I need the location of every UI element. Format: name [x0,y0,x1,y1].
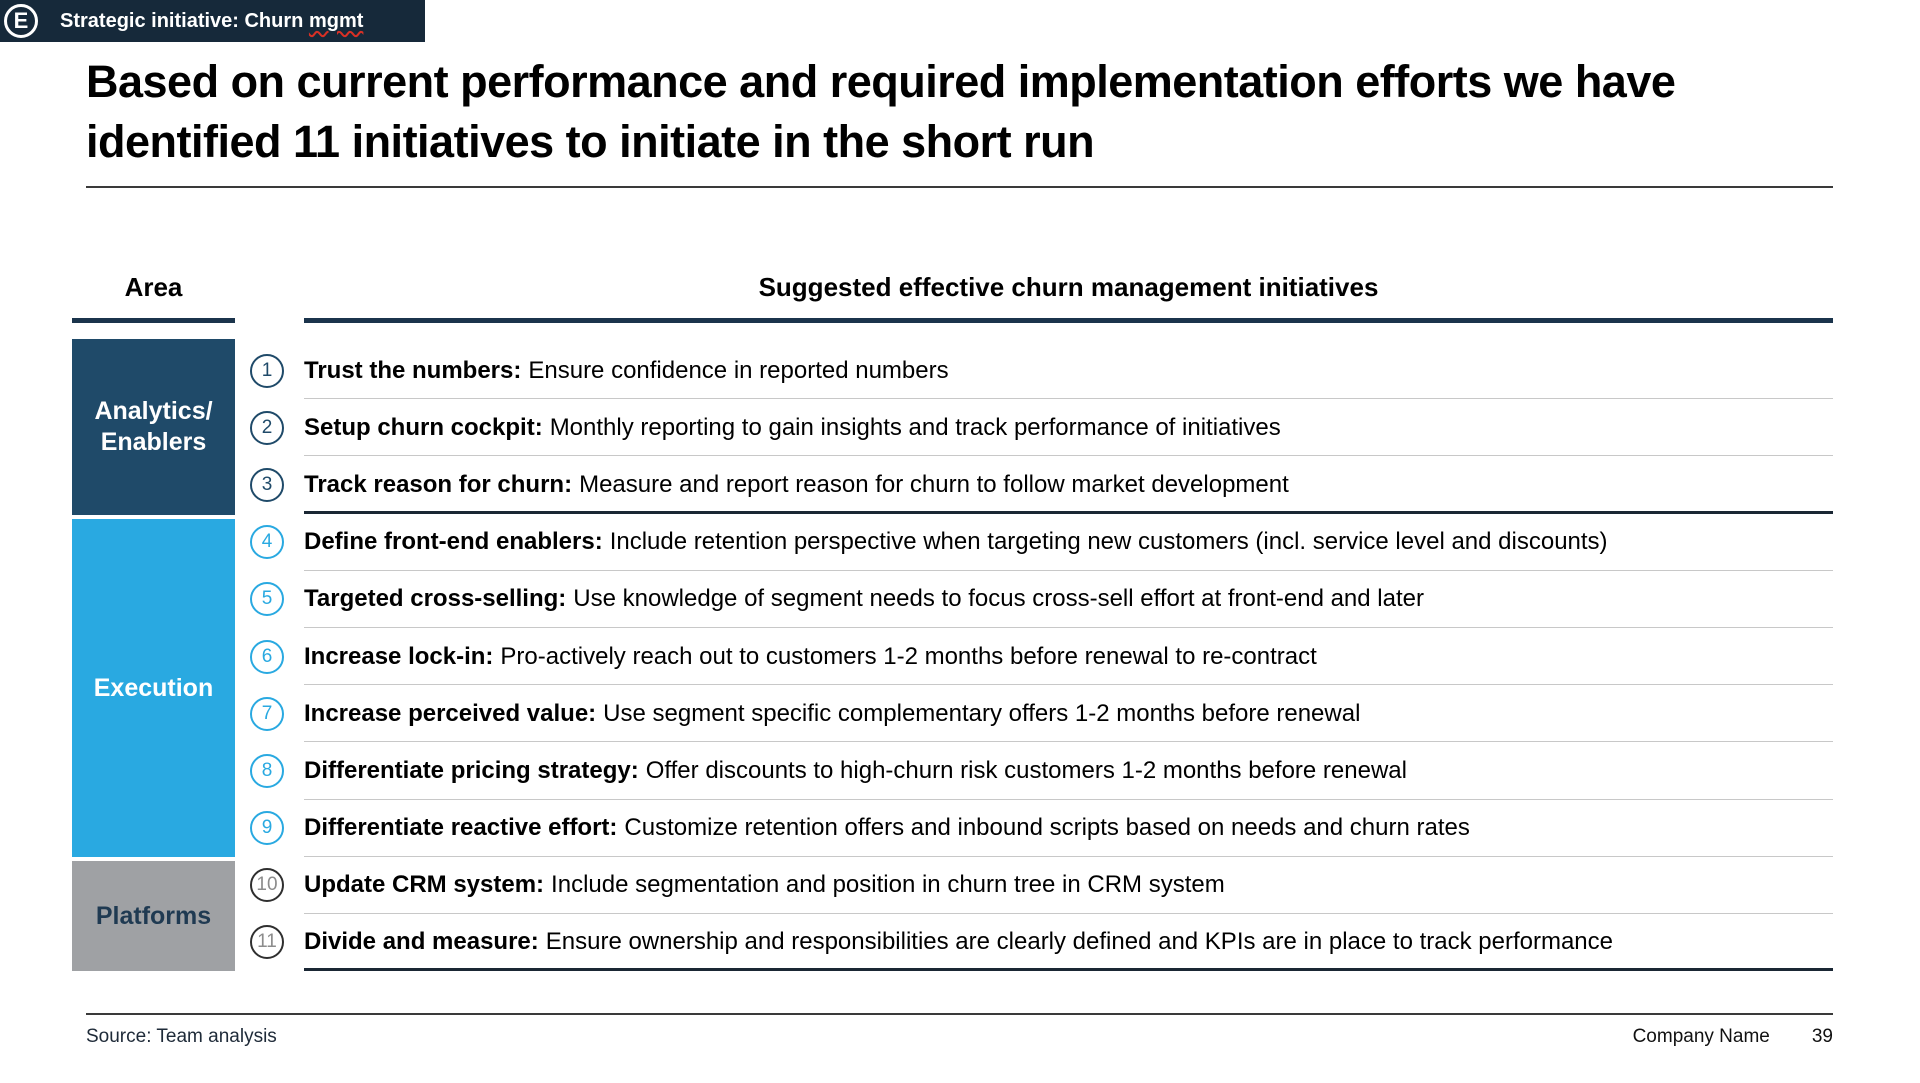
initiative-text: Increase lock-in: Pro-actively reach out … [304,643,1317,671]
number-badge-5: 5 [250,582,284,617]
initiative-number: 8 [261,759,273,781]
number-badge-1: 1 [250,353,284,388]
initiative-text: Differentiate reactive effort: Customize … [304,814,1470,842]
tag-letter-icon: E [4,4,38,38]
number-badge-10: 10 [250,868,284,903]
initiative-description: Offer discounts to high-churn risk custo… [645,756,1407,784]
initiative-description: Use segment specific complementary offer… [603,699,1361,727]
initiative-text: Increase perceived value: Use segment spe… [304,700,1360,728]
initiative-number: 1 [261,359,273,381]
initiative-text: Divide and measure: Ensure ownership and … [304,928,1613,956]
initiative-description: Include segmentation and position in chu… [551,871,1225,899]
initiative-label: Define front-end enablers: [304,528,603,556]
initiative-description: Use knowledge of segment needs to focus … [573,585,1424,613]
initiative-number: 11 [257,931,277,953]
initiative-text: Trust the numbers: Ensure confidence in r… [304,357,949,385]
initiative-text: Define front-end enablers: Include retent… [304,528,1608,556]
initiative-row-10: 10 Update CRM system: Include segmentatio… [248,857,1833,915]
number-badge-11: 11 [250,925,284,960]
footer-divider [86,1013,1833,1015]
initiative-row-9: 9 Differentiate reactive effort: Customiz… [248,800,1833,857]
initiative-description: Ensure ownership and responsibilities ar… [545,928,1613,956]
initiative-description: Pro-actively reach out to customers 1-2 … [500,642,1317,670]
initiative-label: Update CRM system: [304,871,545,899]
footer-right: Company Name 39 [1633,1026,1833,1048]
initiative-number: 9 [261,817,273,839]
area-block-platforms: Platforms [72,861,235,971]
tag-label-misspelled-word: mgmt [308,9,364,32]
initiative-tag-badge: E Strategic initiative: Churn mgmt [0,0,425,42]
initiative-label: Differentiate pricing strategy: [304,756,639,784]
initiative-text: Update CRM system: Include segmentation a… [304,871,1225,899]
initiative-row-2: 2 Setup churn cockpit: Monthly reporting … [248,399,1833,457]
footer-company-name: Company Name [1632,1026,1770,1047]
area-block-analytics-enablers: Analytics/ Enablers [72,339,235,515]
initiative-row-7: 7 Increase perceived value: Use segment s… [248,685,1833,743]
initiative-row-6: 6 Increase lock-in: Pro-actively reach ou… [248,628,1833,686]
number-badge-7: 7 [250,696,284,731]
number-badge-6: 6 [250,639,284,674]
initiative-label: Trust the numbers: [304,356,522,384]
initiative-description: Measure and report reason for churn to f… [579,470,1289,498]
initiative-text: Track reason for churn: Measure and repor… [304,471,1289,499]
initiative-number: 2 [261,416,273,438]
slide-title: Based on current performance and require… [86,56,1676,167]
initiative-row-11: 11 Divide and measure: Ensure ownership a… [248,914,1833,972]
initiative-number: 6 [261,645,273,667]
initiative-label: Targeted cross-selling: [304,585,567,613]
title-divider [86,186,1833,188]
initiative-row-3: 3 Track reason for churn: Measure and rep… [248,456,1833,514]
initiative-number: 7 [261,702,273,724]
initiative-number: 5 [261,588,273,610]
number-badge-4: 4 [250,525,284,560]
initiative-description: Monthly reporting to gain insights and t… [549,413,1281,441]
initiative-number: 4 [261,531,273,553]
initiatives-list: 1 Trust the numbers: Ensure confidence in… [248,342,1833,972]
initiative-number: 3 [261,473,273,495]
initiative-row-5: 5 Targeted cross-selling: Use knowledge o… [248,571,1833,629]
initiative-row-1: 1 Trust the numbers: Ensure confidence in… [248,342,1833,400]
number-badge-9: 9 [250,811,284,846]
initiative-label: Setup churn cockpit: [304,413,543,441]
initiative-label: Track reason for churn: [304,470,573,498]
area-header-rule [72,318,235,323]
footer-page-number: 39 [1811,1026,1833,1047]
number-badge-3: 3 [250,467,284,502]
tag-letter: E [13,8,29,33]
initiative-label: Increase lock-in: [304,642,494,670]
initiative-text: Targeted cross-selling: Use knowledge of … [304,585,1424,613]
initiative-text: Differentiate pricing strategy: Offer dis… [304,757,1407,785]
tag-label: Strategic initiative: Churn mgmt [60,10,363,33]
initiative-label: Differentiate reactive effort: [304,814,618,842]
initiative-description: Include retention perspective when targe… [609,528,1608,556]
column-header-area: Area [124,272,183,302]
initiative-label: Increase perceived value: [304,699,597,727]
number-badge-8: 8 [250,753,284,788]
tag-label-text: Strategic initiative: Churn [60,9,304,32]
initiatives-header-rule [304,318,1833,323]
initiative-description: Customize retention offers and inbound s… [624,814,1470,842]
initiative-description: Ensure confidence in reported numbers [528,356,949,384]
column-header-initiatives: Suggested effective churn management ini… [758,272,1379,302]
initiative-row-4: 4 Define front-end enablers: Include rete… [248,514,1833,571]
initiative-label: Divide and measure: [304,928,539,956]
number-badge-2: 2 [250,410,284,445]
area-block-execution: Execution [72,519,235,857]
initiative-number: 10 [256,874,278,896]
initiative-text: Setup churn cockpit: Monthly reporting to… [304,414,1281,442]
initiative-row-8: 8 Differentiate pricing strategy: Offer d… [248,742,1833,800]
footer-source: Source: Team analysis [86,1026,277,1047]
